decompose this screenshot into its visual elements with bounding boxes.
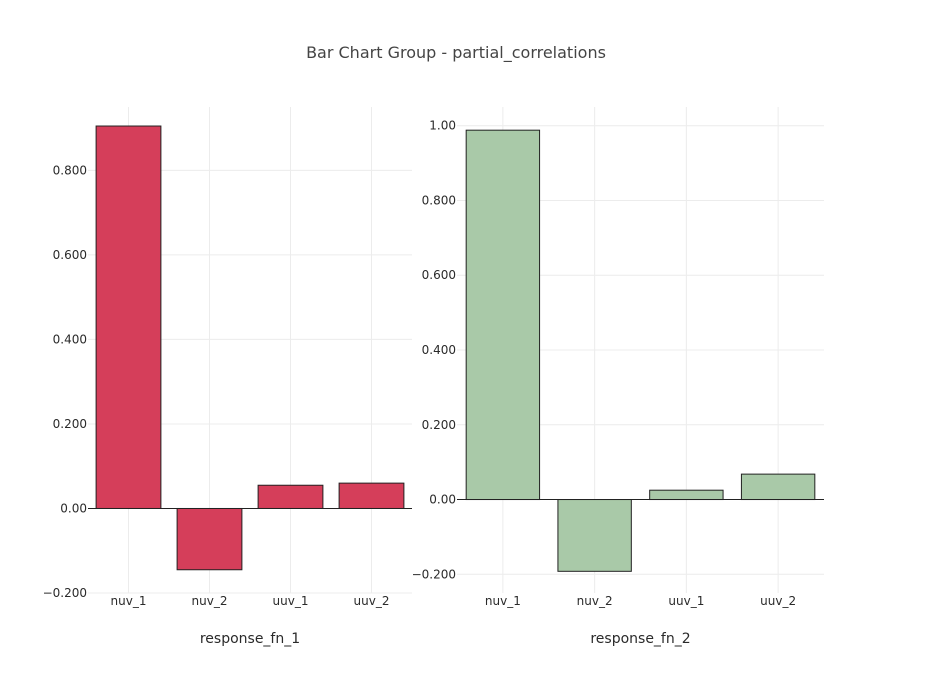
x-axis-title: response_fn_2 [590, 631, 690, 647]
y-tick-label: −0.200 [43, 586, 87, 600]
x-tick-label: nuv_2 [577, 594, 613, 608]
y-tick-label: 0.800 [53, 163, 87, 177]
subplot-response-fn-2: −0.200 0.00 0.200 0.400 0.600 0.800 1.00 nuv_1 n… [412, 107, 824, 647]
bar-uuv_1[interactable] [257, 484, 324, 509]
x-tick-label: uuv_2 [354, 594, 390, 608]
y-tick-label: −0.200 [412, 567, 456, 581]
y-tick-label: 0.600 [422, 268, 456, 282]
x-tick-label: nuv_1 [111, 594, 147, 608]
subplot-response-fn-1: −0.200 0.00 0.200 0.400 0.600 0.800 nuv_1 nuv_2… [43, 107, 412, 647]
bar-uuv_2[interactable] [740, 473, 816, 501]
x-tick-label: nuv_2 [192, 594, 228, 608]
bar-uuv_1[interactable] [649, 489, 724, 501]
chart-title: Bar Chart Group - partial_correlations [306, 43, 606, 63]
bar-nuv_1[interactable] [465, 129, 541, 501]
y-tick-label: 0.600 [53, 248, 87, 262]
y-tick-label: 1.00 [429, 119, 456, 133]
y-tick-label: 0.00 [429, 493, 456, 507]
y-tick-label: 0.200 [422, 418, 456, 432]
bar-nuv_2[interactable] [557, 499, 632, 572]
y-tick-label: 0.400 [53, 332, 87, 346]
bar-uuv_2[interactable] [338, 482, 405, 509]
y-tick-label: 0.200 [53, 417, 87, 431]
bar-nuv_2[interactable] [176, 507, 243, 571]
x-tick-label: uuv_2 [760, 594, 796, 608]
x-tick-label: uuv_1 [273, 594, 309, 608]
x-tick-label: uuv_1 [668, 594, 704, 608]
y-tick-label: 0.00 [60, 501, 87, 515]
bar-nuv_1[interactable] [95, 125, 162, 509]
y-tick-label: 0.800 [422, 193, 456, 207]
y-tick-label: 0.400 [422, 343, 456, 357]
x-tick-label: nuv_1 [485, 594, 521, 608]
x-axis-title: response_fn_1 [200, 631, 300, 647]
